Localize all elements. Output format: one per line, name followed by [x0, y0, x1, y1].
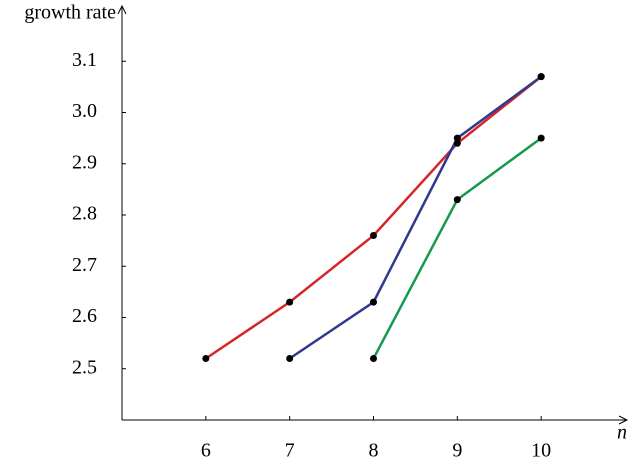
y-tick-label: 2.9: [72, 151, 97, 173]
y-tick-label: 2.8: [72, 203, 97, 225]
data-point: [370, 232, 377, 239]
y-tick-label: 2.5: [72, 356, 97, 378]
data-point: [370, 298, 377, 306]
series-line: [205, 75, 542, 360]
data-point: [286, 298, 294, 306]
data-point: [286, 355, 294, 362]
x-axis-arrow: [618, 415, 629, 425]
data-point: [370, 355, 377, 362]
data-point: [453, 196, 461, 204]
y-axis-label: growth rate: [24, 2, 116, 24]
y-tick-label: 3.1: [72, 49, 97, 71]
x-tick-label: 6: [201, 440, 211, 460]
data-point: [537, 73, 545, 81]
x-tick-label: 7: [285, 440, 295, 460]
x-axis-label: n: [617, 422, 627, 444]
x-tick-label: 8: [369, 440, 379, 460]
x-tick-label: 9: [452, 440, 462, 460]
y-axis-arrow: [117, 4, 127, 15]
y-tick-label: 2.6: [72, 305, 97, 327]
x-tick-label: 10: [531, 440, 551, 460]
series-line: [288, 75, 542, 360]
y-tick-label: 3.0: [72, 100, 97, 122]
data-point: [453, 139, 461, 147]
series-line: [372, 137, 542, 360]
data-point: [202, 355, 210, 362]
y-tick-label: 2.7: [72, 254, 97, 276]
data-point: [537, 134, 545, 142]
data-point: [453, 134, 461, 142]
